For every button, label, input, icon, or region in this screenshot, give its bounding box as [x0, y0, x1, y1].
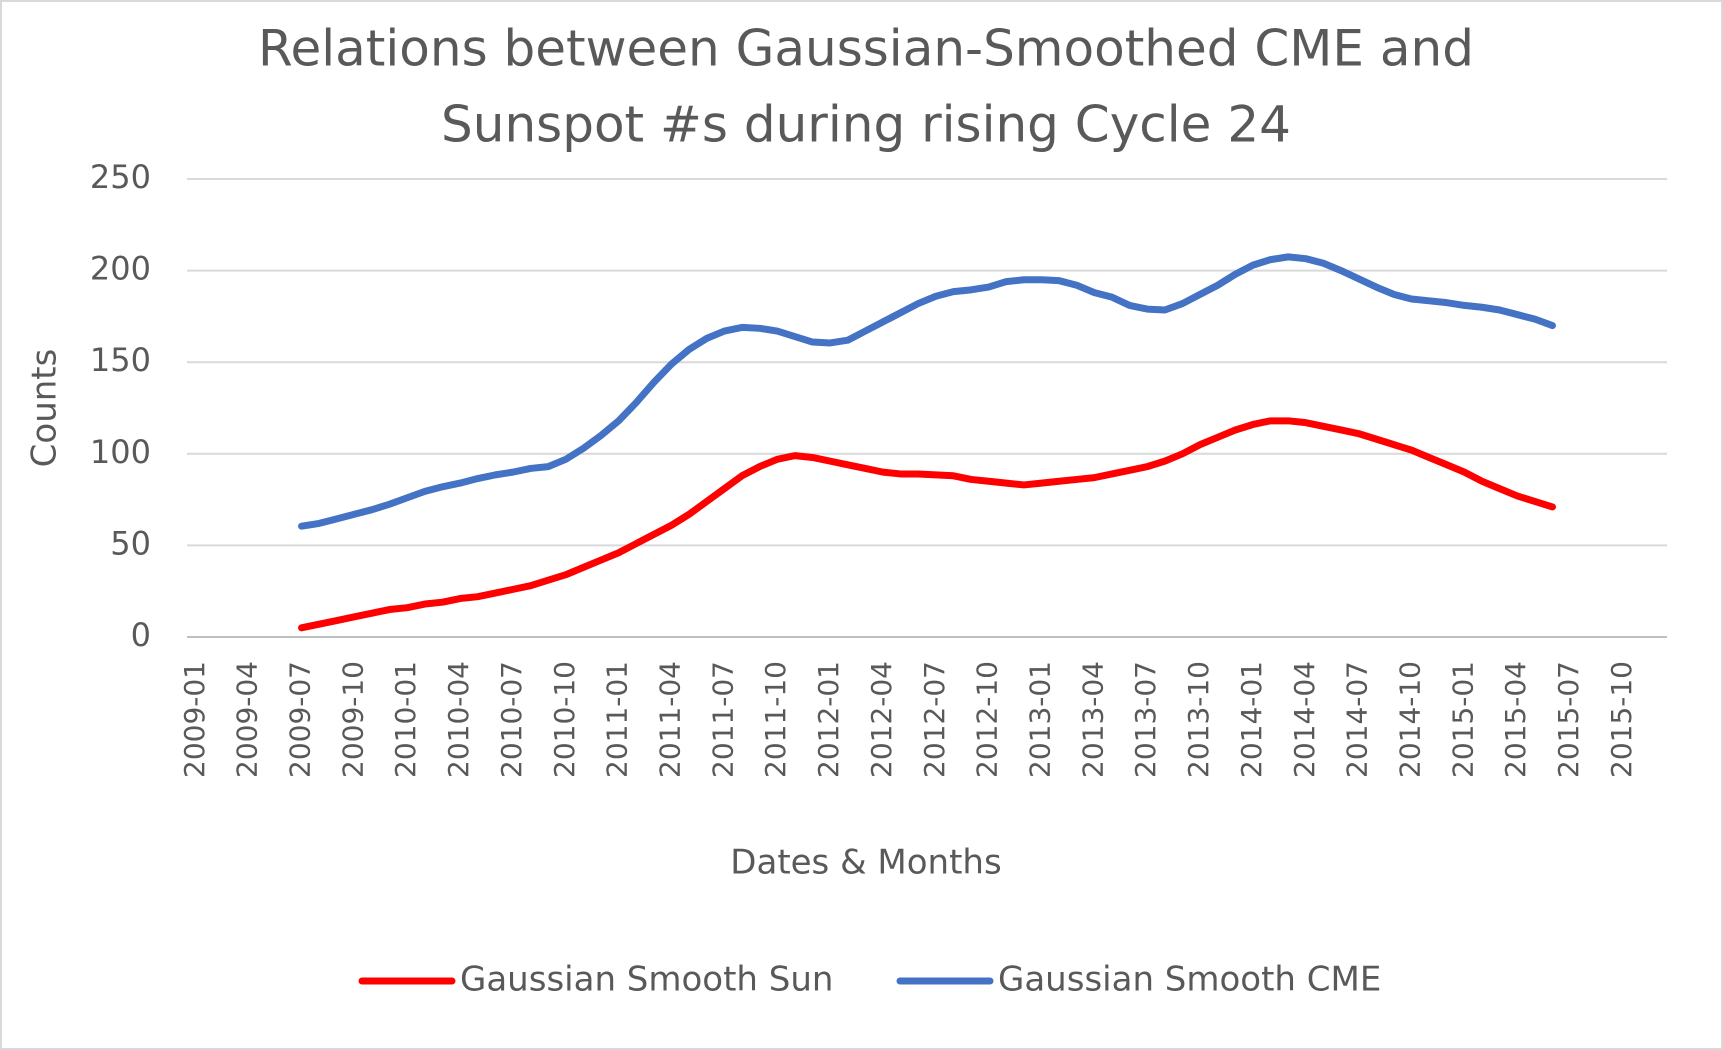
x-tick-label: 2012-10 [971, 661, 1004, 778]
x-tick-label: 2012-07 [918, 661, 951, 778]
x-tick-label: 2012-04 [865, 661, 898, 778]
chart-title: Relations between Gaussian-Smoothed CME … [258, 20, 1474, 78]
y-tick-label: 50 [110, 524, 151, 562]
y-axis-label: Counts [25, 349, 65, 468]
data-line [298, 253, 1556, 530]
x-tick-label: 2009-01 [178, 661, 211, 778]
x-tick-label: 2009-04 [231, 661, 264, 778]
y-tick-label: 100 [90, 433, 151, 471]
x-tick-label: 2015-01 [1446, 661, 1479, 778]
x-tick-label: 2013-07 [1129, 661, 1162, 778]
x-tick-label: 2014-10 [1394, 661, 1427, 778]
y-tick-label: 200 [90, 250, 151, 288]
x-tick-label: 2009-10 [336, 661, 369, 778]
x-tick-label: 2011-01 [601, 661, 634, 778]
x-tick-label: 2010-07 [495, 661, 528, 778]
y-tick-label: 250 [90, 158, 151, 196]
legend-label: Gaussian Smooth Sun [460, 960, 833, 1000]
x-tick-label: 2012-01 [812, 661, 845, 778]
x-tick-label: 2013-10 [1182, 661, 1215, 778]
x-tick-label: 2009-07 [284, 661, 317, 778]
x-tick-label: 2013-04 [1076, 661, 1109, 778]
x-tick-label: 2015-07 [1552, 661, 1585, 778]
x-tick-label: 2014-04 [1288, 661, 1321, 778]
x-tick-label: 2013-01 [1024, 661, 1057, 778]
x-tick-label: 2011-10 [759, 661, 792, 778]
x-tick-label: 2014-07 [1341, 661, 1374, 778]
x-tick-label: 2014-01 [1235, 661, 1268, 778]
x-tick-label: 2010-01 [389, 661, 422, 778]
chart-title: Sunspot #s during rising Cycle 24 [441, 96, 1291, 154]
x-tick-label: 2010-10 [548, 661, 581, 778]
y-tick-label: 150 [90, 341, 151, 379]
x-tick-label: 2010-04 [442, 661, 475, 778]
x-axis-label: Dates & Months [730, 843, 1001, 883]
y-tick-label: 0 [131, 616, 151, 654]
x-tick-label: 2011-07 [706, 661, 739, 778]
legend-label: Gaussian Smooth CME [998, 960, 1381, 1000]
x-tick-label: 2011-04 [654, 661, 687, 778]
data-line [298, 417, 1556, 632]
x-tick-label: 2015-10 [1605, 661, 1638, 778]
x-tick-label: 2015-04 [1499, 661, 1532, 778]
